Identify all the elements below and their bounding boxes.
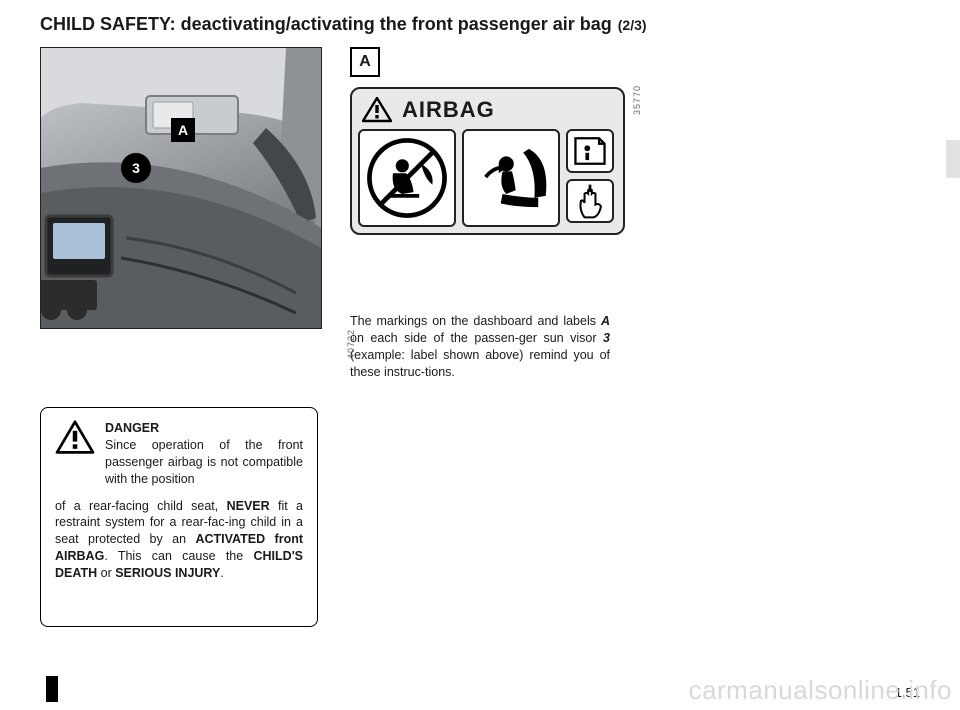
figure-code-right: 35770 [632, 85, 642, 115]
danger-text-4: or [97, 566, 115, 580]
danger-body: of a rear-facing child seat, NEVER fit a… [55, 498, 303, 582]
forward-facing-child-icon [465, 132, 557, 224]
warning-triangle-icon [362, 97, 392, 123]
attention-hand-icon [568, 181, 612, 221]
para-text-2: on each side of the passen-ger sun visor [350, 331, 603, 345]
left-column: A 3 40722 DANGER [40, 47, 340, 627]
airbag-cell-hand [566, 179, 614, 223]
para-text-3: (example: label shown above) remind you … [350, 348, 610, 379]
read-manual-icon [568, 131, 612, 171]
danger-injury: SERIOUS INJURY [115, 566, 220, 580]
para-ref-3: 3 [603, 331, 610, 345]
manual-page: CHILD SAFETY: deactivating/activating th… [0, 0, 960, 710]
para-ref-a: A [601, 314, 610, 328]
no-rear-facing-child-icon [361, 132, 453, 224]
dashboard-illustration [41, 48, 321, 328]
danger-lead: Since operation of the front passenger a… [105, 438, 303, 486]
danger-box: DANGER Since operation of the front pass… [40, 407, 318, 627]
page-part: (2/3) [618, 17, 647, 33]
page-title-row: CHILD SAFETY: deactivating/activating th… [40, 14, 920, 35]
airbag-small-stack [566, 129, 614, 227]
danger-title: DANGER [105, 420, 303, 437]
page-title: CHILD SAFETY: deactivating/activating th… [40, 14, 612, 35]
label-a-box: A [350, 47, 380, 77]
callout-label-a: A [171, 118, 195, 142]
danger-heading-block: DANGER Since operation of the front pass… [105, 420, 303, 488]
page-marker [46, 676, 58, 702]
airbag-header: AIRBAG [358, 95, 617, 129]
paragraph-body: The markings on the dashboard and labels… [350, 313, 610, 381]
middle-column: A AIRBAG [350, 47, 650, 627]
airbag-grid [358, 129, 617, 227]
danger-text-5: . [220, 566, 223, 580]
side-tab [946, 140, 960, 178]
figure-dashboard-wrapper: A 3 40722 [40, 47, 340, 329]
page-number: 1.51 [895, 685, 920, 700]
content-columns: A 3 40722 DANGER [40, 47, 920, 627]
airbag-cell-prohibit [358, 129, 456, 227]
warning-triangle-icon [55, 420, 95, 461]
danger-text-1: of a rear-facing child seat, [55, 499, 227, 513]
danger-header: DANGER Since operation of the front pass… [55, 420, 303, 488]
danger-text-3: . This can cause the [104, 549, 253, 563]
airbag-title: AIRBAG [402, 97, 495, 123]
figure-airbag-wrapper: A AIRBAG [350, 47, 630, 235]
figure-code-left: 40722 [346, 329, 356, 359]
airbag-cell-forward-ok [462, 129, 560, 227]
airbag-label-panel: AIRBAG [350, 87, 625, 235]
danger-never: NEVER [227, 499, 270, 513]
figure-dashboard: A 3 [40, 47, 322, 329]
para-text-1: The markings on the dashboard and labels [350, 314, 601, 328]
airbag-cell-manual [566, 129, 614, 173]
right-column [660, 47, 920, 627]
callout-label-3: 3 [121, 153, 151, 183]
